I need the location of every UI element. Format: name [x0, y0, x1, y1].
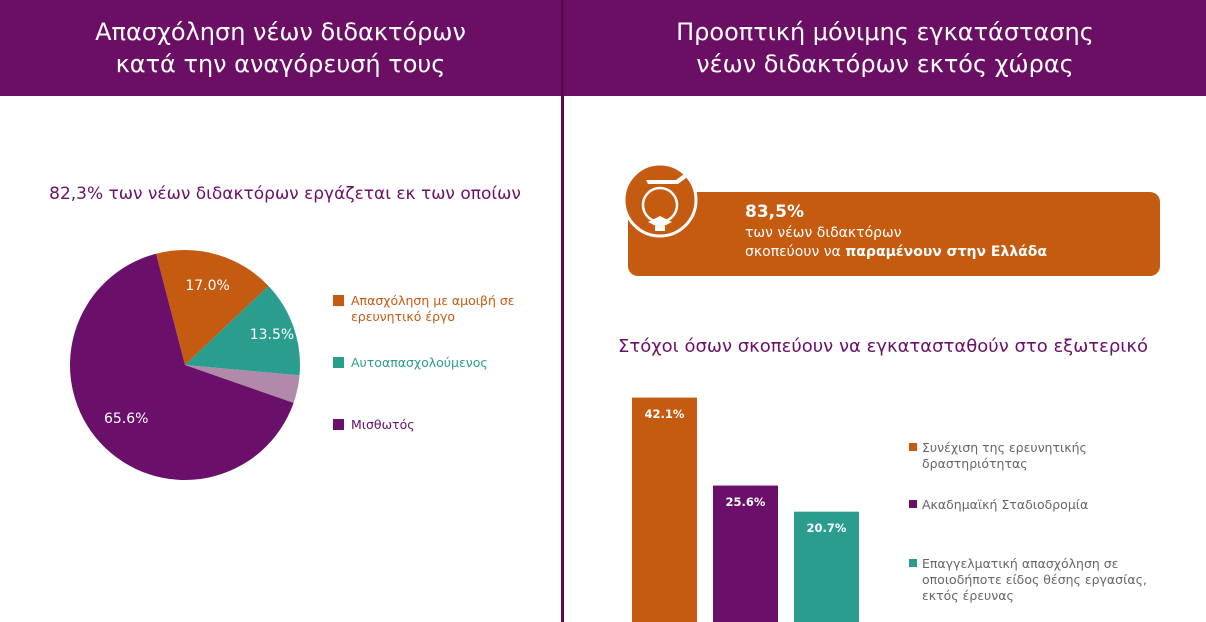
- banner-emphasis: παραμένουν στην Ελλάδα: [845, 244, 1048, 260]
- banner-value: 83,5%: [745, 202, 804, 222]
- data-label: 17.0%: [185, 278, 229, 294]
- legend-swatch: [909, 443, 917, 451]
- chart-title: Στόχοι όσων σκοπεύουν να εγκατασταθούν σ…: [618, 336, 1148, 357]
- header-right: Προοπτική μόνιμης εγκατάστασης νέων διδα…: [564, 0, 1206, 96]
- chart-title: 82,3% των νέων διδακτόρων εργάζεται εκ τ…: [49, 184, 521, 204]
- legend-swatch: [909, 500, 917, 508]
- legend-item: Αυτοαπασχολούμενος: [333, 355, 521, 371]
- legend-swatch: [333, 295, 344, 306]
- icon: [622, 162, 698, 238]
- legend-item: Απασχόληση με αμοιβή σε ερευνητικό έργο: [333, 293, 521, 325]
- data-label: 13.5%: [250, 327, 294, 343]
- data-label: 20.7%: [807, 521, 847, 535]
- data-label: 25.6%: [726, 495, 766, 509]
- data-label: 65.6%: [104, 411, 148, 427]
- legend-swatch: [909, 559, 917, 567]
- legend-swatch: [333, 419, 344, 430]
- pie-slice: [185, 285, 300, 376]
- legend-item: Ακαδημαϊκή Σταδιοδρομία: [909, 497, 1147, 513]
- legend-item: Συνέχιση της ερευνητικής δραστηριότητας: [909, 440, 1147, 472]
- legend-swatch: [333, 357, 344, 368]
- legend-item: Επαγγελματική απασχόληση σε οποιοδήποτε …: [909, 556, 1147, 604]
- header-left: Απασχόληση νέων διδακτόρων κατά την αναγ…: [0, 0, 561, 96]
- pie-slice: [69, 253, 294, 480]
- data-label: 42.1%: [645, 407, 685, 421]
- banner-text: των νέων διδακτόρων: [745, 225, 902, 241]
- bar: [632, 397, 697, 622]
- bar: [713, 485, 778, 622]
- pie-slice: [185, 365, 300, 403]
- legend-item: Μισθωτός: [333, 417, 521, 433]
- banner-text: σκοπεύουν να παραμένουν στην Ελλάδα: [745, 244, 1047, 260]
- bar: [794, 511, 859, 622]
- divider: [561, 0, 564, 622]
- pie-slice: [156, 250, 269, 365]
- banner-text: σκοπεύουν να: [745, 244, 841, 260]
- banner: [628, 192, 1160, 276]
